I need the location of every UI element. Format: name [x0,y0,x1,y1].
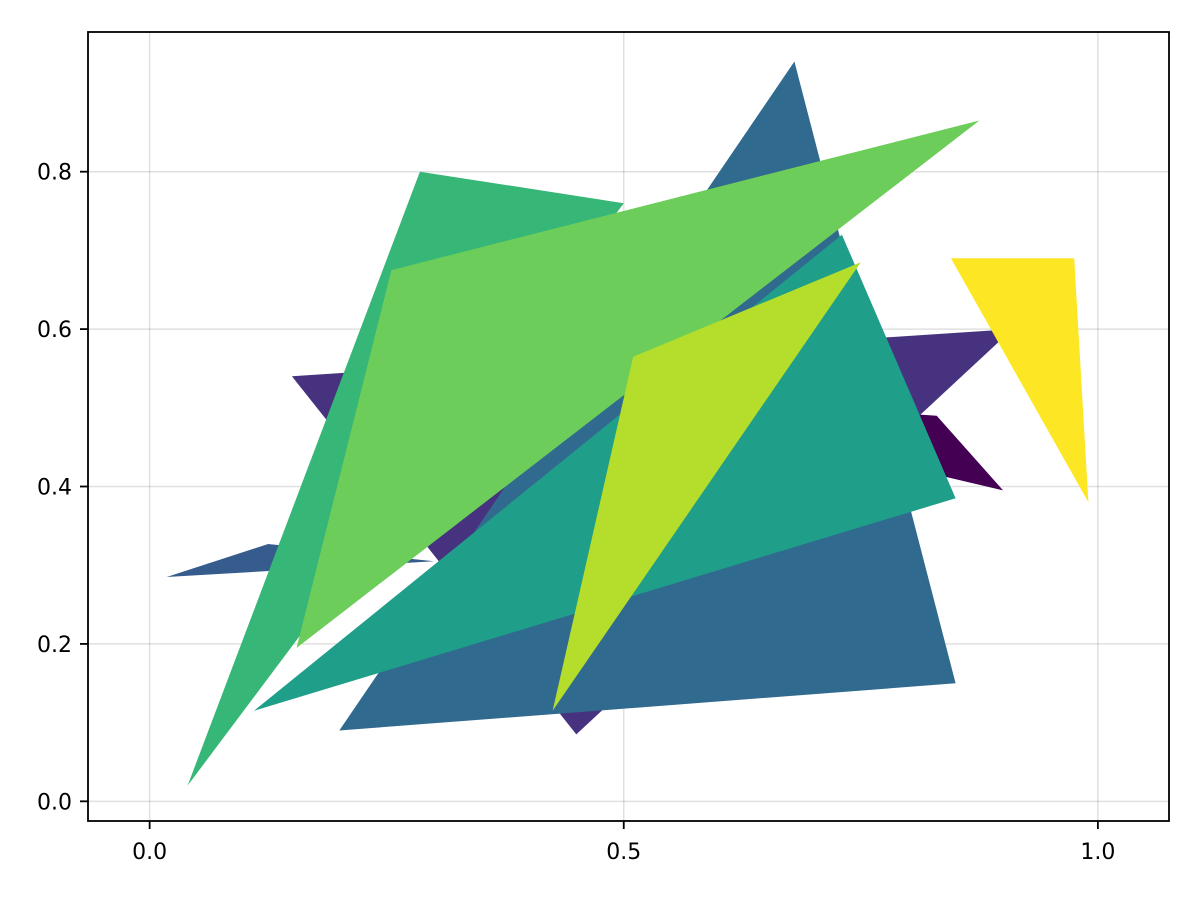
y-tick-label: 0.6 [37,318,72,343]
polygon-8 [552,262,861,711]
y-tick-label: 0.0 [37,790,72,815]
y-tick-label: 0.4 [37,476,72,501]
y-tick-label: 0.8 [37,161,72,186]
plot-area [166,61,1089,786]
y-tick-label: 0.2 [37,633,72,658]
x-tick-label: 0.0 [132,840,167,865]
axes-ticks: 0.0 0.5 1.0 0.0 0.2 0.4 0.6 0.8 [37,161,1115,865]
plot-frame [87,31,1170,822]
polygon-9 [950,258,1089,503]
x-tick-label: 1.0 [1080,840,1115,865]
x-tick-label: 0.5 [606,840,641,865]
